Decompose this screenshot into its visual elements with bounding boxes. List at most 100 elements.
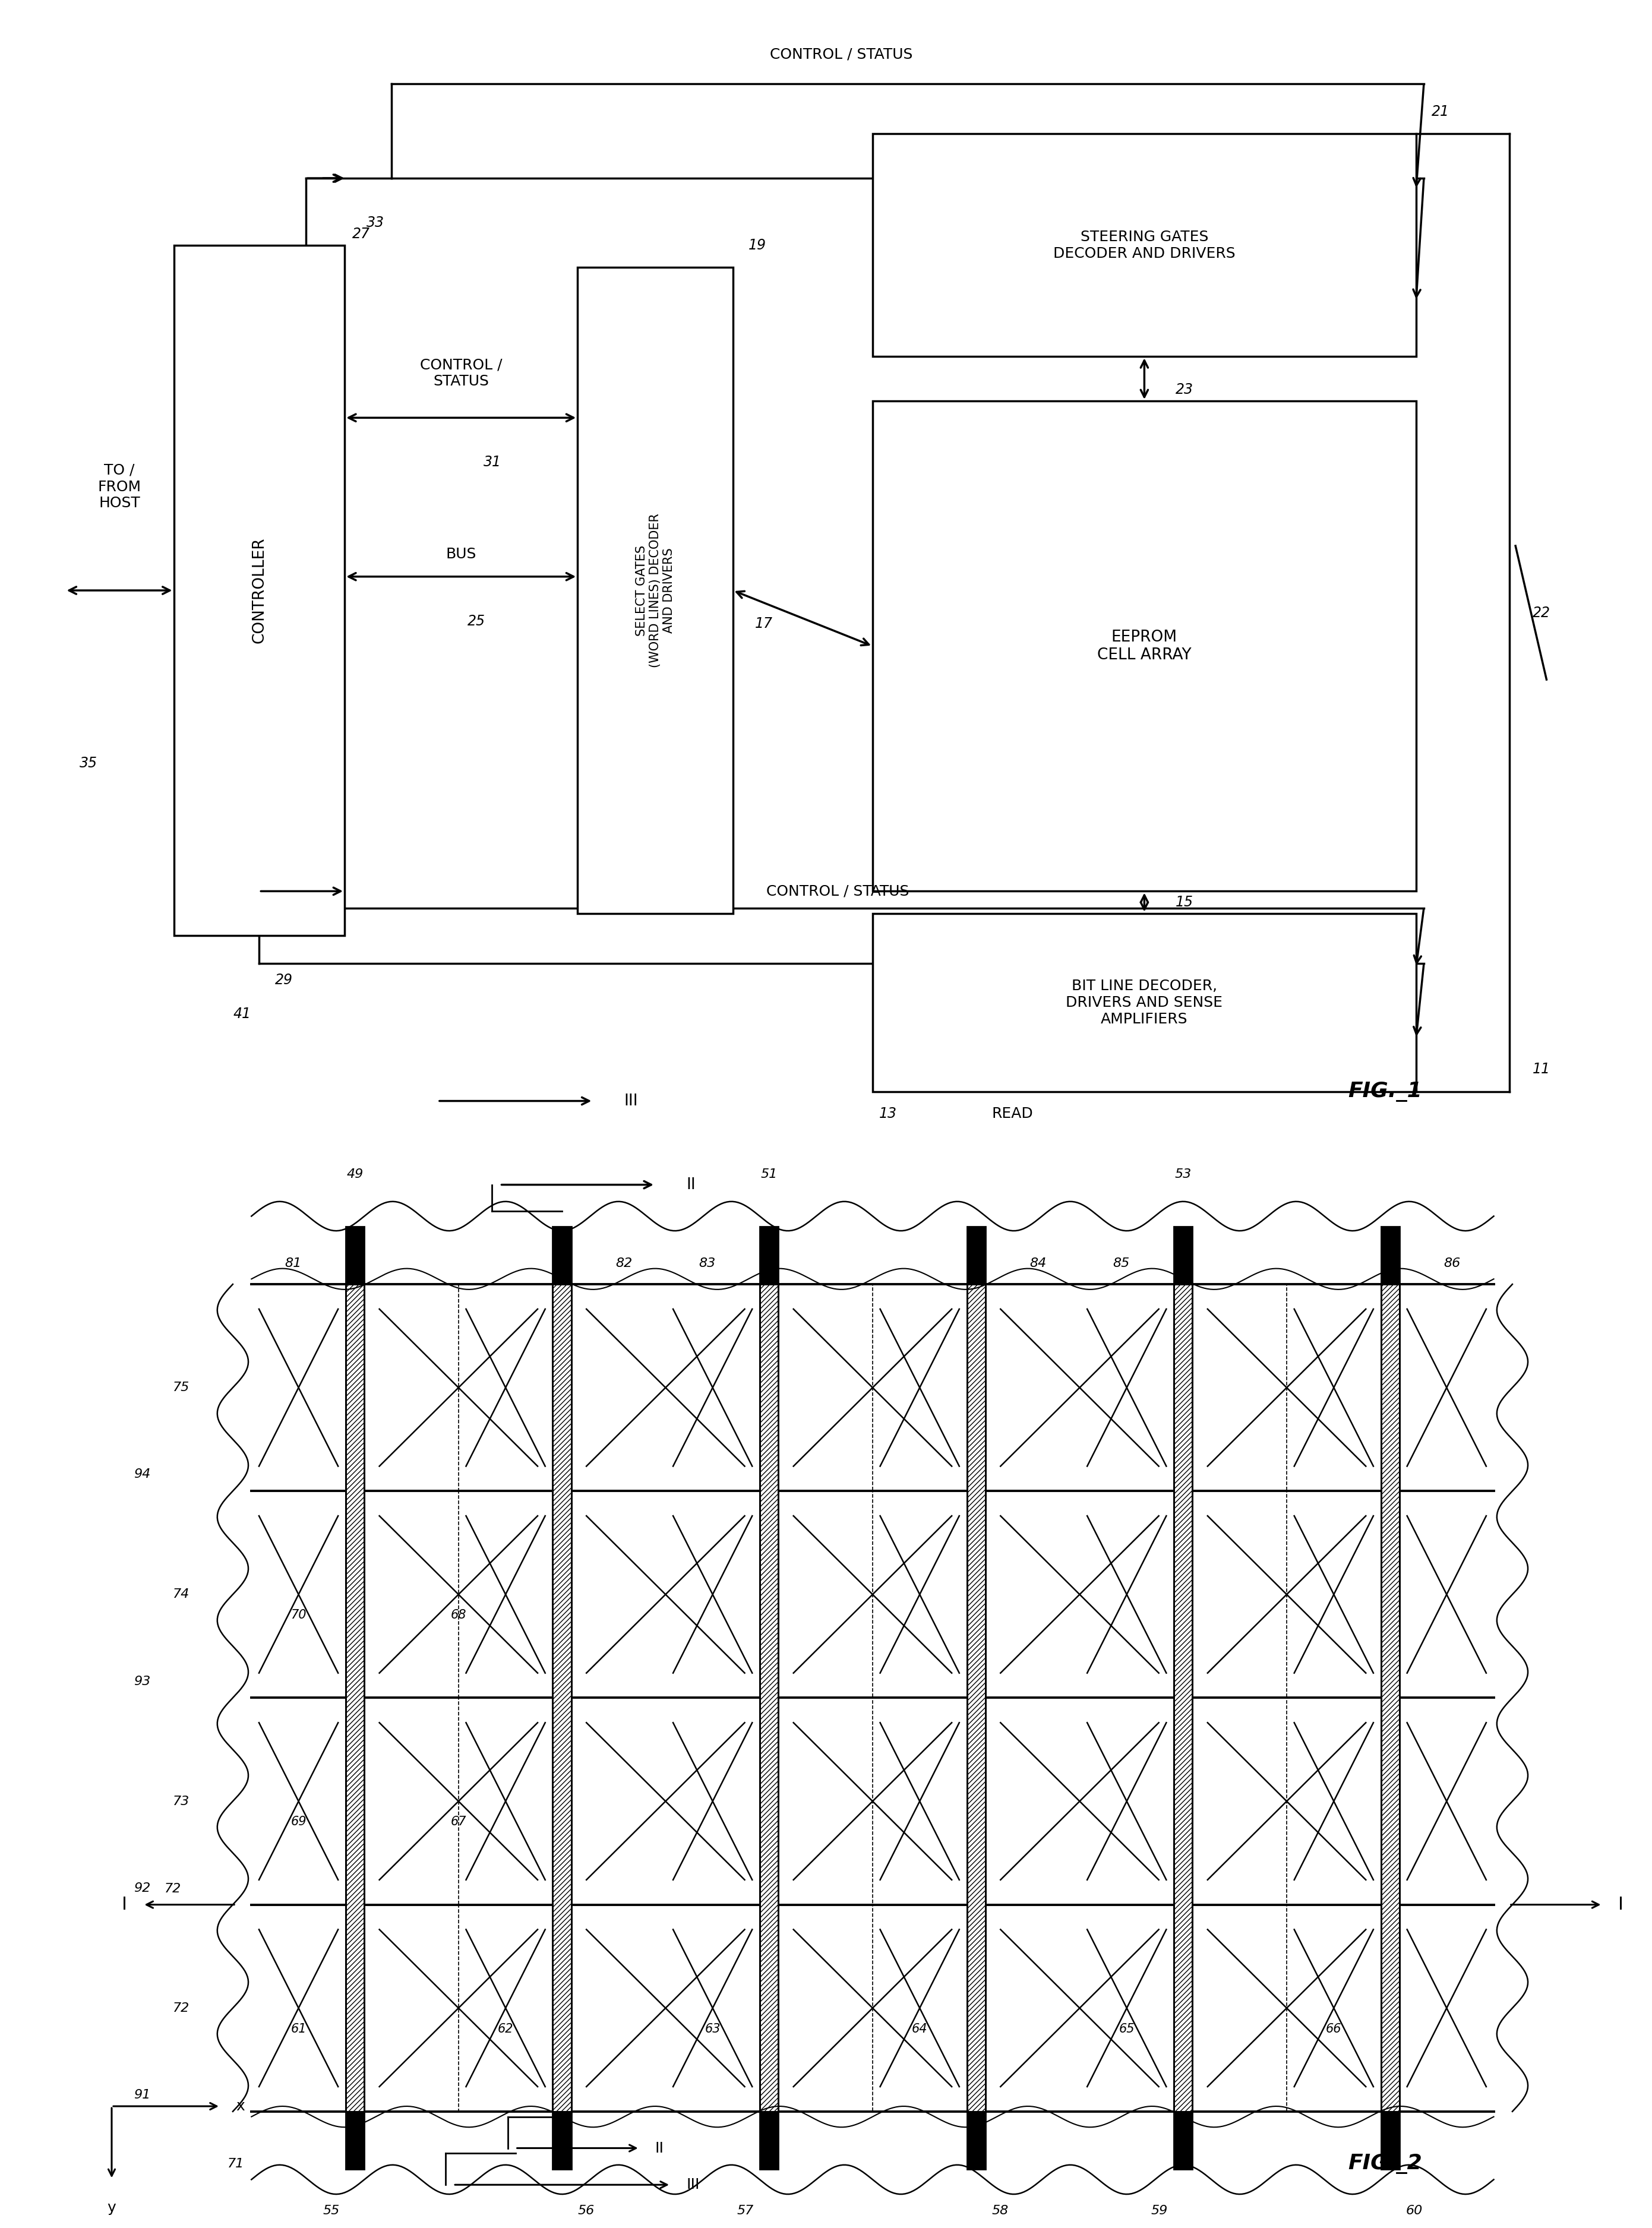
Text: 31: 31 — [484, 455, 501, 470]
Text: 85: 85 — [1113, 1257, 1130, 1270]
Text: 59: 59 — [1151, 2206, 1168, 2217]
Text: III: III — [624, 1094, 638, 1110]
Bar — [872, 401, 1416, 891]
Text: 73: 73 — [172, 1796, 190, 1807]
Text: 27: 27 — [352, 227, 370, 241]
Text: II: II — [686, 1176, 695, 1192]
Bar — [345, 2112, 365, 2170]
Bar — [345, 1228, 365, 1283]
Text: FIG._1: FIG._1 — [1348, 1081, 1422, 1103]
Text: SELECT GATES
(WORD LINES) DECODER
AND DRIVERS: SELECT GATES (WORD LINES) DECODER AND DR… — [636, 512, 676, 668]
Bar — [553, 1228, 572, 1283]
Text: 63: 63 — [705, 2023, 720, 2034]
Bar — [459, 1283, 553, 1491]
Text: 92: 92 — [134, 1883, 150, 1894]
Text: III: III — [686, 2177, 699, 2192]
Text: I: I — [122, 1896, 127, 1914]
Text: 64: 64 — [912, 2023, 927, 2034]
Text: BUS: BUS — [446, 548, 476, 561]
Bar — [173, 245, 345, 936]
Text: 49: 49 — [347, 1167, 363, 1181]
Text: BIT LINE DECODER,
DRIVERS AND SENSE
AMPLIFIERS: BIT LINE DECODER, DRIVERS AND SENSE AMPL… — [1066, 978, 1222, 1027]
Bar — [1287, 1283, 1381, 1491]
Bar — [1381, 1283, 1399, 2112]
Text: 11: 11 — [1533, 1063, 1550, 1076]
Bar — [251, 1283, 1493, 2112]
Text: 56: 56 — [578, 2206, 595, 2217]
Bar — [1381, 2112, 1399, 2170]
Bar — [578, 267, 733, 913]
Text: 17: 17 — [755, 617, 773, 631]
Text: 51: 51 — [760, 1167, 778, 1181]
Text: 55: 55 — [322, 2206, 339, 2217]
Text: 53: 53 — [1175, 1167, 1191, 1181]
Text: 62: 62 — [497, 2023, 514, 2034]
Text: 83: 83 — [699, 1257, 715, 1270]
Text: 93: 93 — [134, 1675, 150, 1687]
Text: READ: READ — [991, 1107, 1032, 1121]
Text: TO /
FROM
HOST: TO / FROM HOST — [97, 463, 140, 510]
Bar — [459, 1905, 553, 2112]
Text: CONTROL /
STATUS: CONTROL / STATUS — [420, 359, 502, 388]
Bar — [459, 1698, 553, 1905]
Text: 22: 22 — [1533, 606, 1550, 619]
Text: 19: 19 — [748, 238, 767, 252]
Text: 35: 35 — [79, 755, 97, 771]
Text: 15: 15 — [1176, 896, 1193, 909]
Bar — [966, 2112, 986, 2170]
Bar — [872, 1905, 966, 2112]
Text: 72: 72 — [172, 2003, 190, 2014]
Bar — [1381, 1228, 1399, 1283]
Text: 94: 94 — [134, 1468, 150, 1479]
Bar — [1175, 1283, 1193, 2112]
Text: 21: 21 — [1432, 105, 1449, 118]
Bar — [872, 913, 1416, 1092]
Text: x: x — [236, 2099, 244, 2114]
Text: 33: 33 — [367, 216, 385, 229]
Text: 86: 86 — [1444, 1257, 1460, 1270]
Text: 72: 72 — [165, 1883, 182, 1894]
Text: 67: 67 — [451, 1816, 466, 1827]
Bar — [966, 1228, 986, 1283]
Text: 91: 91 — [134, 2090, 150, 2101]
Text: 29: 29 — [274, 974, 292, 987]
Text: 82: 82 — [616, 1257, 633, 1270]
Text: 66: 66 — [1327, 2023, 1341, 2034]
Text: 61: 61 — [291, 2023, 306, 2034]
Text: 69: 69 — [291, 1816, 306, 1827]
Text: 74: 74 — [172, 1589, 190, 1600]
Text: 25: 25 — [468, 615, 486, 628]
Text: 65: 65 — [1118, 2023, 1135, 2034]
Text: 81: 81 — [284, 1257, 301, 1270]
Text: FIG._2: FIG._2 — [1348, 2154, 1422, 2175]
Bar — [966, 1283, 986, 2112]
Bar — [1287, 1905, 1381, 2112]
Text: CONTROLLER: CONTROLLER — [251, 537, 268, 644]
Bar — [553, 1283, 572, 2112]
Text: y: y — [107, 2201, 116, 2215]
Bar — [872, 1491, 966, 1698]
Bar — [1175, 1228, 1193, 1283]
Bar — [872, 1698, 966, 1905]
Bar — [760, 2112, 778, 2170]
Bar — [760, 1283, 778, 2112]
Text: 58: 58 — [991, 2206, 1008, 2217]
Bar — [872, 134, 1416, 356]
Text: 71: 71 — [228, 2159, 244, 2170]
Bar — [553, 2112, 572, 2170]
Text: I: I — [1617, 1896, 1624, 1914]
Text: EEPROM
CELL ARRAY: EEPROM CELL ARRAY — [1097, 631, 1191, 662]
Text: II: II — [656, 2141, 664, 2154]
Text: STEERING GATES
DECODER AND DRIVERS: STEERING GATES DECODER AND DRIVERS — [1054, 229, 1236, 261]
Text: 60: 60 — [1406, 2206, 1422, 2217]
Text: 41: 41 — [233, 1007, 251, 1020]
Text: CONTROL / STATUS: CONTROL / STATUS — [767, 885, 909, 898]
Bar — [345, 1283, 365, 2112]
Text: 57: 57 — [737, 2206, 753, 2217]
Bar — [1287, 1491, 1381, 1698]
Text: 70: 70 — [291, 1609, 306, 1622]
Text: 13: 13 — [879, 1107, 897, 1121]
Bar — [1175, 2112, 1193, 2170]
Bar — [459, 1491, 553, 1698]
Bar — [872, 1283, 966, 1491]
